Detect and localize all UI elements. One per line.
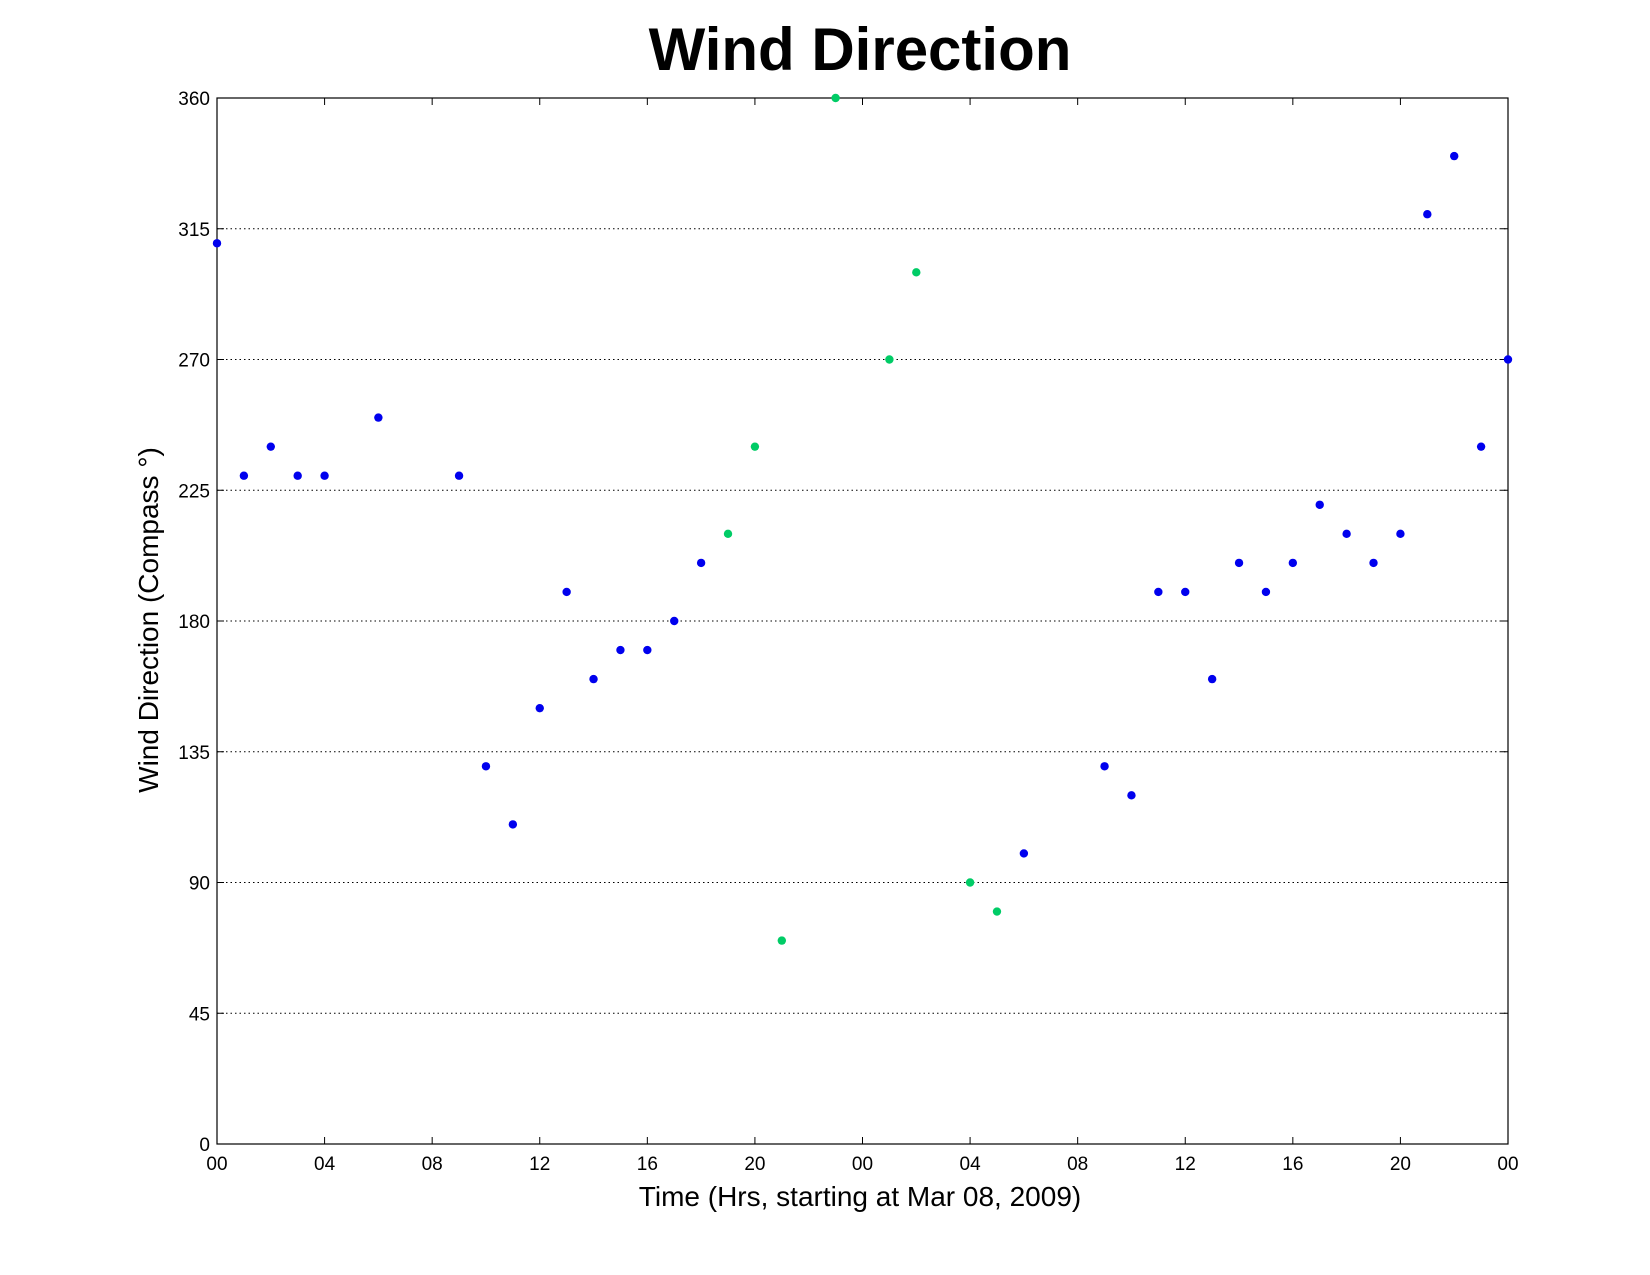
data-point	[696, 558, 706, 568]
axis-ticks	[216, 97, 1509, 1145]
y-tick-label: 180	[178, 612, 210, 633]
x-axis-label: Time (Hrs, starting at Mar 08, 2009)	[639, 1181, 1081, 1212]
data-point	[293, 471, 302, 480]
data-point	[454, 471, 464, 480]
data-point	[589, 674, 598, 684]
data-point	[535, 703, 544, 713]
x-tick-label: 04	[960, 1154, 982, 1175]
data-point	[320, 471, 329, 480]
y-tick-label: 135	[178, 743, 210, 764]
x-tick-label: 00	[206, 1154, 227, 1175]
data-point	[266, 442, 275, 451]
data-point	[1450, 151, 1459, 161]
x-tick-label: 20	[1390, 1154, 1411, 1175]
x-tick-label: 00	[852, 1154, 873, 1175]
data-point	[1181, 587, 1190, 597]
x-tick-label: 16	[1282, 1154, 1303, 1175]
y-tick-label: 0	[199, 1135, 210, 1156]
y-tick-label: 360	[178, 89, 210, 110]
data-point	[508, 820, 518, 829]
x-tick-label: 00	[1497, 1154, 1518, 1175]
y-tick-label: 90	[189, 874, 210, 895]
data-point	[670, 616, 679, 626]
x-tick-labels: 00 04 08 12 16 20 00 04 08 12 16 20 00	[206, 1154, 1518, 1175]
y-axis-label: Wind Direction (Compass °)	[133, 447, 164, 793]
y-tick-labels: 0 45 90 135 180 225 270 315 360	[178, 89, 210, 1156]
x-tick-label: 12	[1175, 1154, 1196, 1175]
data-point	[831, 93, 840, 103]
y-tick-label: 270	[178, 351, 210, 372]
data-point	[885, 355, 894, 364]
data-point	[1288, 558, 1298, 568]
data-point	[1503, 355, 1513, 364]
x-tick-label: 20	[744, 1154, 765, 1175]
y-tick-label: 225	[178, 481, 210, 502]
data-point	[992, 907, 1002, 916]
chart-title: Wind Direction	[649, 16, 1072, 83]
x-tick-label: 12	[529, 1154, 550, 1175]
data-point	[1207, 674, 1217, 684]
data-point	[1234, 558, 1244, 568]
x-tick-label: 08	[1067, 1154, 1088, 1175]
data-point	[965, 878, 975, 887]
data-point	[1476, 442, 1486, 451]
data-point	[723, 529, 733, 539]
data-point	[239, 471, 249, 480]
data-point	[1342, 529, 1351, 539]
data-point	[1261, 587, 1271, 597]
y-tick-label: 45	[189, 1004, 210, 1025]
data-point	[616, 645, 625, 655]
data-point	[912, 268, 921, 277]
data-point	[481, 762, 491, 771]
data-point	[750, 442, 760, 451]
data-point	[212, 239, 222, 248]
data-point	[643, 645, 652, 655]
data-points	[212, 93, 1513, 945]
data-point	[777, 936, 787, 945]
data-point	[1315, 500, 1324, 509]
x-tick-label: 16	[637, 1154, 658, 1175]
data-point	[1423, 210, 1432, 219]
y-tick-label: 315	[178, 220, 210, 241]
x-tick-label: 08	[422, 1154, 443, 1175]
data-point	[1019, 849, 1029, 858]
data-point	[1127, 791, 1136, 800]
data-point	[1396, 529, 1405, 539]
data-point	[1154, 587, 1163, 597]
x-tick-label: 04	[314, 1154, 336, 1175]
data-point	[1100, 762, 1109, 771]
data-point	[374, 413, 383, 422]
grid-lines	[217, 228, 1508, 1014]
data-point	[562, 587, 571, 597]
data-point	[1369, 558, 1378, 568]
